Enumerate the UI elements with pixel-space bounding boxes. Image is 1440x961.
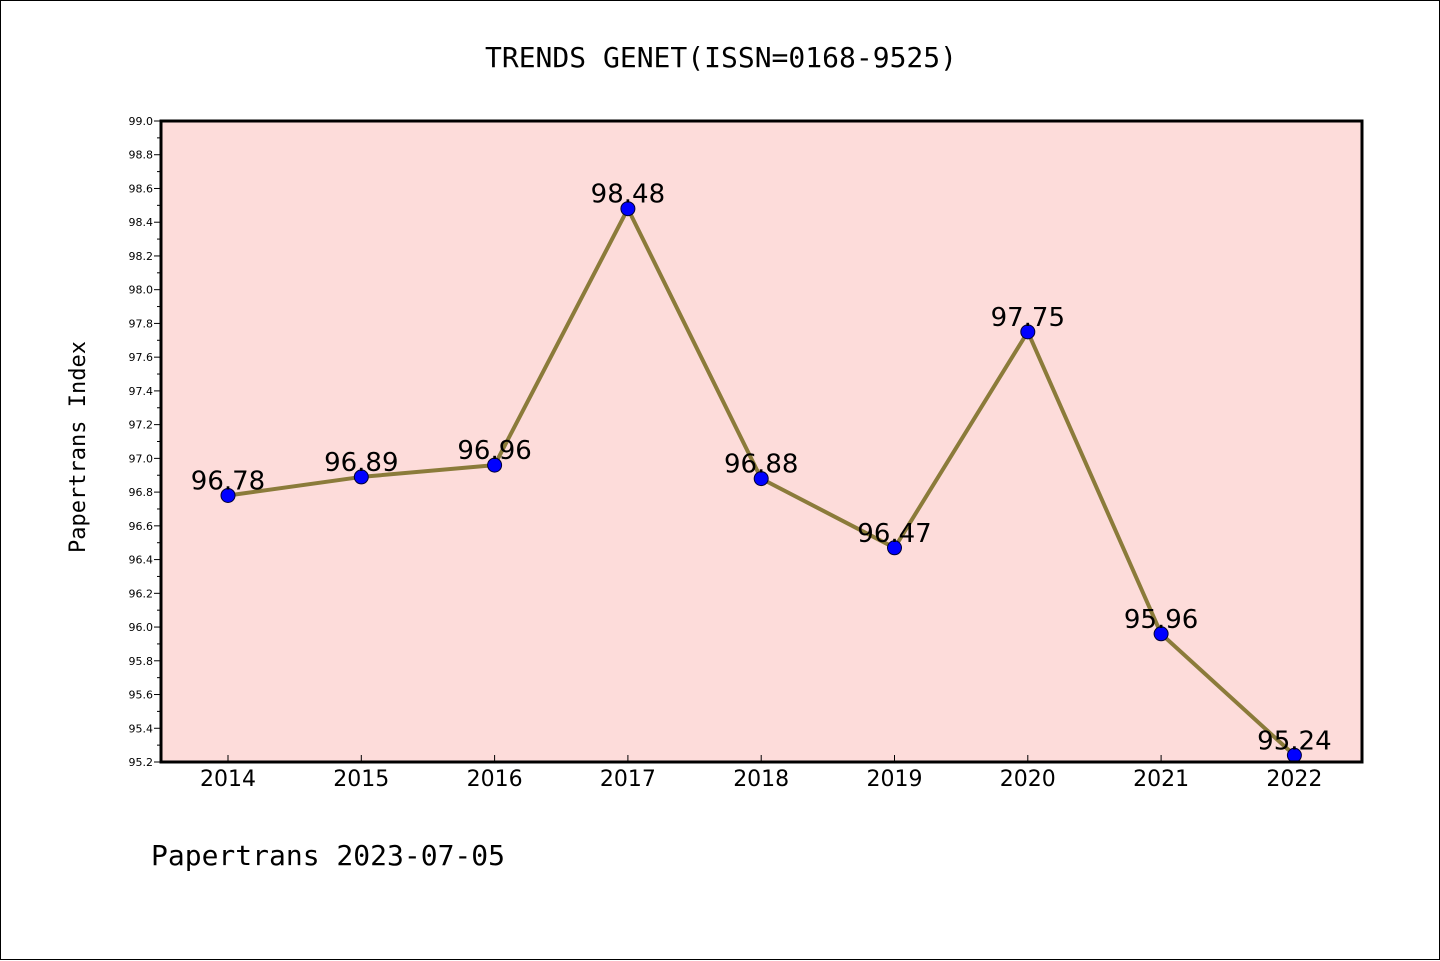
chart-title: TRENDS GENET(ISSN=0168-9525) — [485, 41, 957, 74]
y-tick-label: 96.0 — [129, 621, 154, 634]
data-point-2019 — [887, 540, 902, 556]
footer-date: Papertrans 2023-07-05 — [151, 839, 505, 872]
data-label-2022: 95.24 — [1257, 726, 1331, 756]
plot-border — [159, 119, 1364, 764]
y-tick-label: 96.2 — [129, 587, 154, 600]
data-labels: 96.78 96.89 96.96 98.48 96.88 96.47 97.75 95.96… — [191, 180, 1332, 757]
data-label-2014: 96.78 — [191, 466, 265, 496]
y-tick-label: 99.0 — [129, 115, 154, 128]
y-tick-label: 95.6 — [129, 689, 154, 702]
data-label-2018: 96.88 — [724, 450, 798, 480]
y-tick-label: 95.8 — [129, 655, 154, 668]
data-label-2021: 95.96 — [1124, 605, 1198, 635]
x-tick-label: 2014 — [200, 767, 256, 792]
x-tick-label: 2016 — [467, 767, 523, 792]
y-tick-label: 96.8 — [129, 486, 154, 499]
data-label-2017: 98.48 — [591, 180, 665, 210]
data-point-2021 — [1153, 626, 1169, 642]
x-tick-label: 2019 — [867, 767, 923, 792]
data-point-2014 — [220, 487, 236, 503]
x-axis-ticks: 2014 2015 2016 2017 2018 2019 2020 2021 2022 — [200, 755, 1322, 792]
data-point-2018 — [753, 471, 769, 487]
y-tick-label: 95.2 — [129, 756, 154, 769]
plot-area — [161, 121, 1362, 762]
x-tick-label: 2022 — [1266, 767, 1322, 792]
y-tick-label: 97.8 — [129, 317, 154, 330]
data-point-2020 — [1020, 324, 1036, 340]
y-tick-label: 98.4 — [129, 216, 154, 229]
y-tick-label: 98.2 — [129, 250, 154, 263]
y-tick-label: 97.0 — [129, 452, 154, 465]
x-tick-label: 2015 — [333, 767, 389, 792]
y-axis-label: Papertrans Index — [66, 341, 91, 553]
y-tick-label: 97.4 — [129, 385, 154, 398]
y-tick-label: 98.6 — [129, 182, 154, 195]
data-point-2016 — [487, 457, 503, 473]
x-tick-label: 2017 — [600, 767, 656, 792]
y-tick-label: 95.4 — [129, 722, 154, 735]
y-tick-label: 96.4 — [129, 554, 154, 567]
y-tick-label: 98.0 — [129, 284, 154, 297]
data-point-2015 — [353, 469, 369, 485]
x-tick-label: 2018 — [733, 767, 789, 792]
data-point-2017 — [620, 201, 636, 217]
y-tick-label: 98.8 — [129, 149, 154, 162]
x-tick-label: 2021 — [1133, 767, 1189, 792]
data-label-2016: 96.96 — [457, 436, 531, 466]
x-tick-label: 2020 — [1000, 767, 1056, 792]
data-label-2020: 97.75 — [991, 303, 1065, 333]
data-points — [220, 201, 1302, 763]
y-tick-label: 96.6 — [129, 520, 154, 533]
data-label-2019: 96.47 — [857, 519, 931, 549]
y-tick-label: 97.2 — [129, 419, 154, 432]
y-tick-label: 97.6 — [129, 351, 154, 364]
y-axis-ticks: 95.2 95.4 95.6 95.8 96.0 96.2 96.4 96.6 96.8 97.0… — [129, 115, 161, 769]
data-label-2015: 96.89 — [324, 448, 398, 478]
